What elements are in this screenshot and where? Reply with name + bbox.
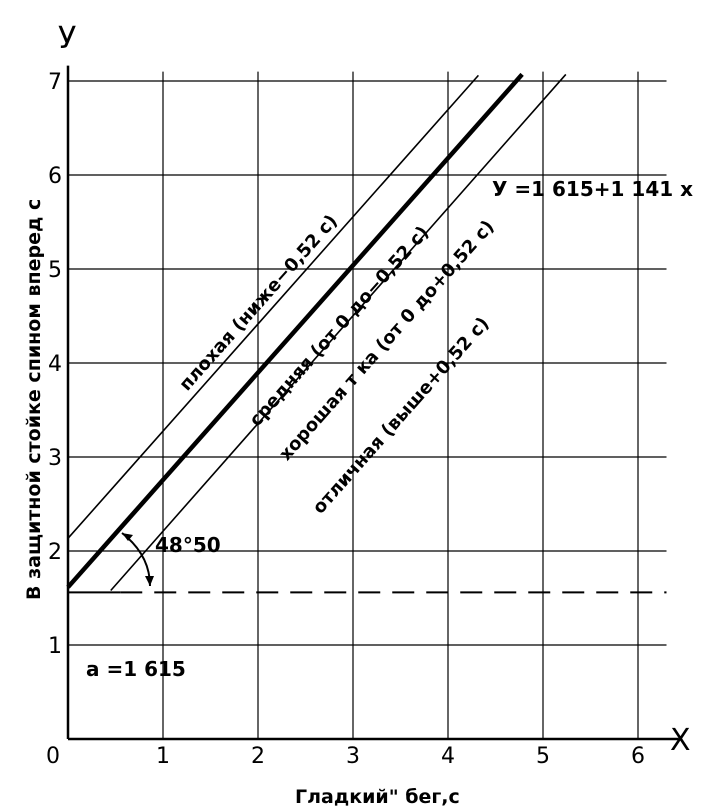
y-tick-label: 2: [48, 540, 62, 565]
angle-arrow-bottom: [145, 576, 154, 586]
x-axis-letter: X: [670, 723, 691, 758]
x-tick-label: 6: [631, 744, 645, 769]
angle-arc-path: [121, 532, 151, 587]
y-axis-title: В защитной стойке спином вперед с: [23, 199, 45, 600]
axes: [66, 65, 679, 741]
equation-label: У =1 615+1 141 x: [492, 177, 693, 201]
y-tick-label: 4: [48, 352, 62, 377]
series-lines: [66, 72, 667, 594]
angle-label: 48°50: [155, 533, 221, 557]
y-tick-label: 7: [48, 70, 62, 95]
y-axis-letter: У: [58, 21, 76, 56]
angle-arrow-top: [122, 533, 133, 541]
y-tick-label: 5: [48, 258, 62, 283]
y-tick-label: 1: [48, 634, 62, 659]
y-tick-label: 6: [48, 164, 62, 189]
band-edge-line: [67, 74, 479, 539]
x-tick-label: 4: [441, 744, 455, 769]
x-tick-label: 0: [46, 744, 60, 769]
regression-line: [66, 72, 524, 589]
x-tick-label: 2: [251, 744, 265, 769]
grid: [68, 71, 667, 739]
tick-labels: 0 1 2 3 4 5 6 1 2 3 4 5 6 7: [46, 70, 645, 769]
intercept-label: a =1 615: [86, 657, 186, 681]
y-tick-label: 3: [48, 446, 62, 471]
x-axis-title: Гладкий" бег,с: [295, 786, 460, 808]
x-tick-label: 5: [536, 744, 550, 769]
band-edge-line: [110, 73, 567, 592]
angle-arc: [121, 532, 154, 587]
x-tick-label: 1: [156, 744, 170, 769]
band-labels: плохая (ниже−0,52 с)средняя (от 0 до−0,5…: [175, 211, 498, 518]
x-tick-label: 3: [346, 744, 360, 769]
